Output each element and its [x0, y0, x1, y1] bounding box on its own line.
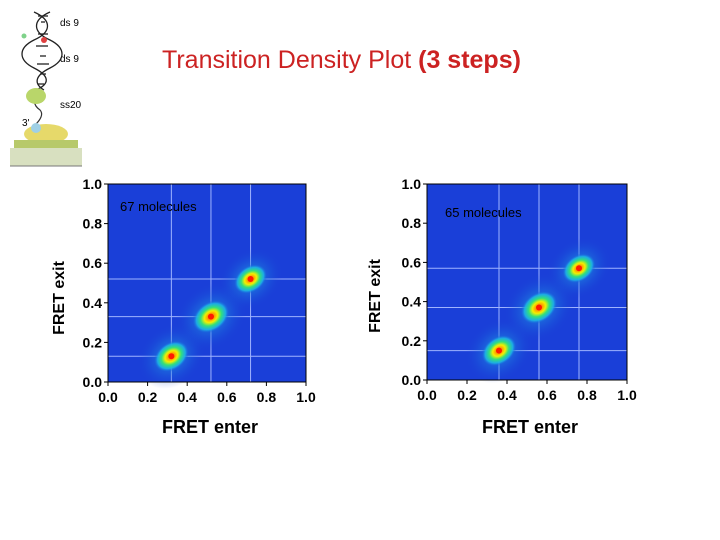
peak-center — [207, 313, 214, 320]
x-tick-label: 0.8 — [577, 387, 597, 403]
y-tick-label: 0.0 — [402, 372, 422, 388]
peak-center — [496, 347, 502, 354]
x-tick-label: 0.4 — [177, 389, 197, 405]
peak-center — [247, 276, 254, 283]
page-title: Transition Density Plot (3 steps) — [162, 46, 642, 75]
peak-center — [168, 353, 175, 360]
dna-schematic — [10, 11, 82, 167]
peak-center — [576, 265, 582, 272]
density-peaks — [465, 237, 612, 384]
x-tick-label: 0.4 — [497, 387, 517, 403]
biotin-icon — [31, 123, 41, 133]
y-axis-label: FRET exit — [51, 260, 68, 334]
x-tick-label: 0.8 — [257, 389, 277, 405]
x-tick-label: 0.2 — [457, 387, 477, 403]
protein-blob-icon — [26, 88, 46, 104]
surface-icon — [10, 148, 82, 166]
x-tick-label: 0.0 — [417, 387, 437, 403]
heatmap-plot-right: 0.0 0.2 0.4 0.6 0.8 1.0 0.0 0.2 0.4 0.6 0.8 1.0 65… — [367, 176, 637, 437]
schematic-label-ss20: ss20 — [60, 100, 82, 111]
x-tick-label: 0.6 — [217, 389, 237, 405]
plot-frame — [107, 183, 307, 383]
y-axis-label: FRET exit — [367, 258, 384, 332]
y-tick-label: 0.8 — [402, 215, 422, 231]
peak-center — [536, 304, 542, 311]
molecule-count: 65 molecules — [445, 205, 522, 220]
x-tick-labels: 0.0 0.2 0.4 0.6 0.8 1.0 — [98, 382, 316, 405]
schematic-label-ds9-top: ds 9 — [60, 18, 79, 29]
density-peaks — [137, 248, 283, 389]
y-tick-label: 1.0 — [83, 176, 103, 192]
x-tick-label: 0.0 — [98, 389, 118, 405]
x-tick-labels: 0.0 0.2 0.4 0.6 0.8 1.0 — [417, 380, 637, 403]
y-tick-label: 0.0 — [83, 374, 103, 390]
heatmap-plot-left: 0.0 0.2 0.4 0.6 0.8 1.0 0.0 0.2 0.4 0.6 0.8 1.0 67… — [51, 176, 316, 437]
schematic-label-ds9-bottom: ds 9 — [60, 54, 79, 65]
x-axis-label: FRET enter — [162, 417, 258, 437]
molecule-count: 67 molecules — [120, 199, 197, 214]
title-main: Transition Density Plot — [162, 46, 412, 74]
y-tick-labels: 0.0 0.2 0.4 0.6 0.8 1.0 — [83, 176, 108, 390]
surface-layer-icon — [14, 140, 78, 148]
dna-helix-icon — [21, 11, 63, 91]
y-tick-labels: 0.0 0.2 0.4 0.6 0.8 1.0 — [402, 176, 427, 388]
x-axis-label: FRET enter — [482, 417, 578, 437]
x-tick-label: 0.2 — [138, 389, 158, 405]
y-tick-label: 0.6 — [83, 255, 103, 271]
y-tick-label: 0.8 — [83, 216, 103, 232]
y-tick-label: 0.4 — [83, 295, 103, 311]
y-tick-label: 0.6 — [402, 254, 422, 270]
schematic-label-3prime: 3' — [22, 118, 30, 129]
x-tick-label: 1.0 — [617, 387, 637, 403]
y-tick-label: 0.2 — [402, 333, 422, 349]
y-tick-label: 0.4 — [402, 294, 422, 310]
x-tick-label: 1.0 — [296, 389, 316, 405]
y-tick-label: 0.2 — [83, 334, 103, 350]
title-sub: (3 steps) — [418, 46, 521, 74]
acceptor-dye-icon — [41, 37, 47, 43]
donor-dye-icon — [21, 33, 27, 39]
y-tick-label: 1.0 — [402, 176, 422, 192]
plot-frame — [426, 183, 628, 381]
x-tick-label: 0.6 — [537, 387, 557, 403]
